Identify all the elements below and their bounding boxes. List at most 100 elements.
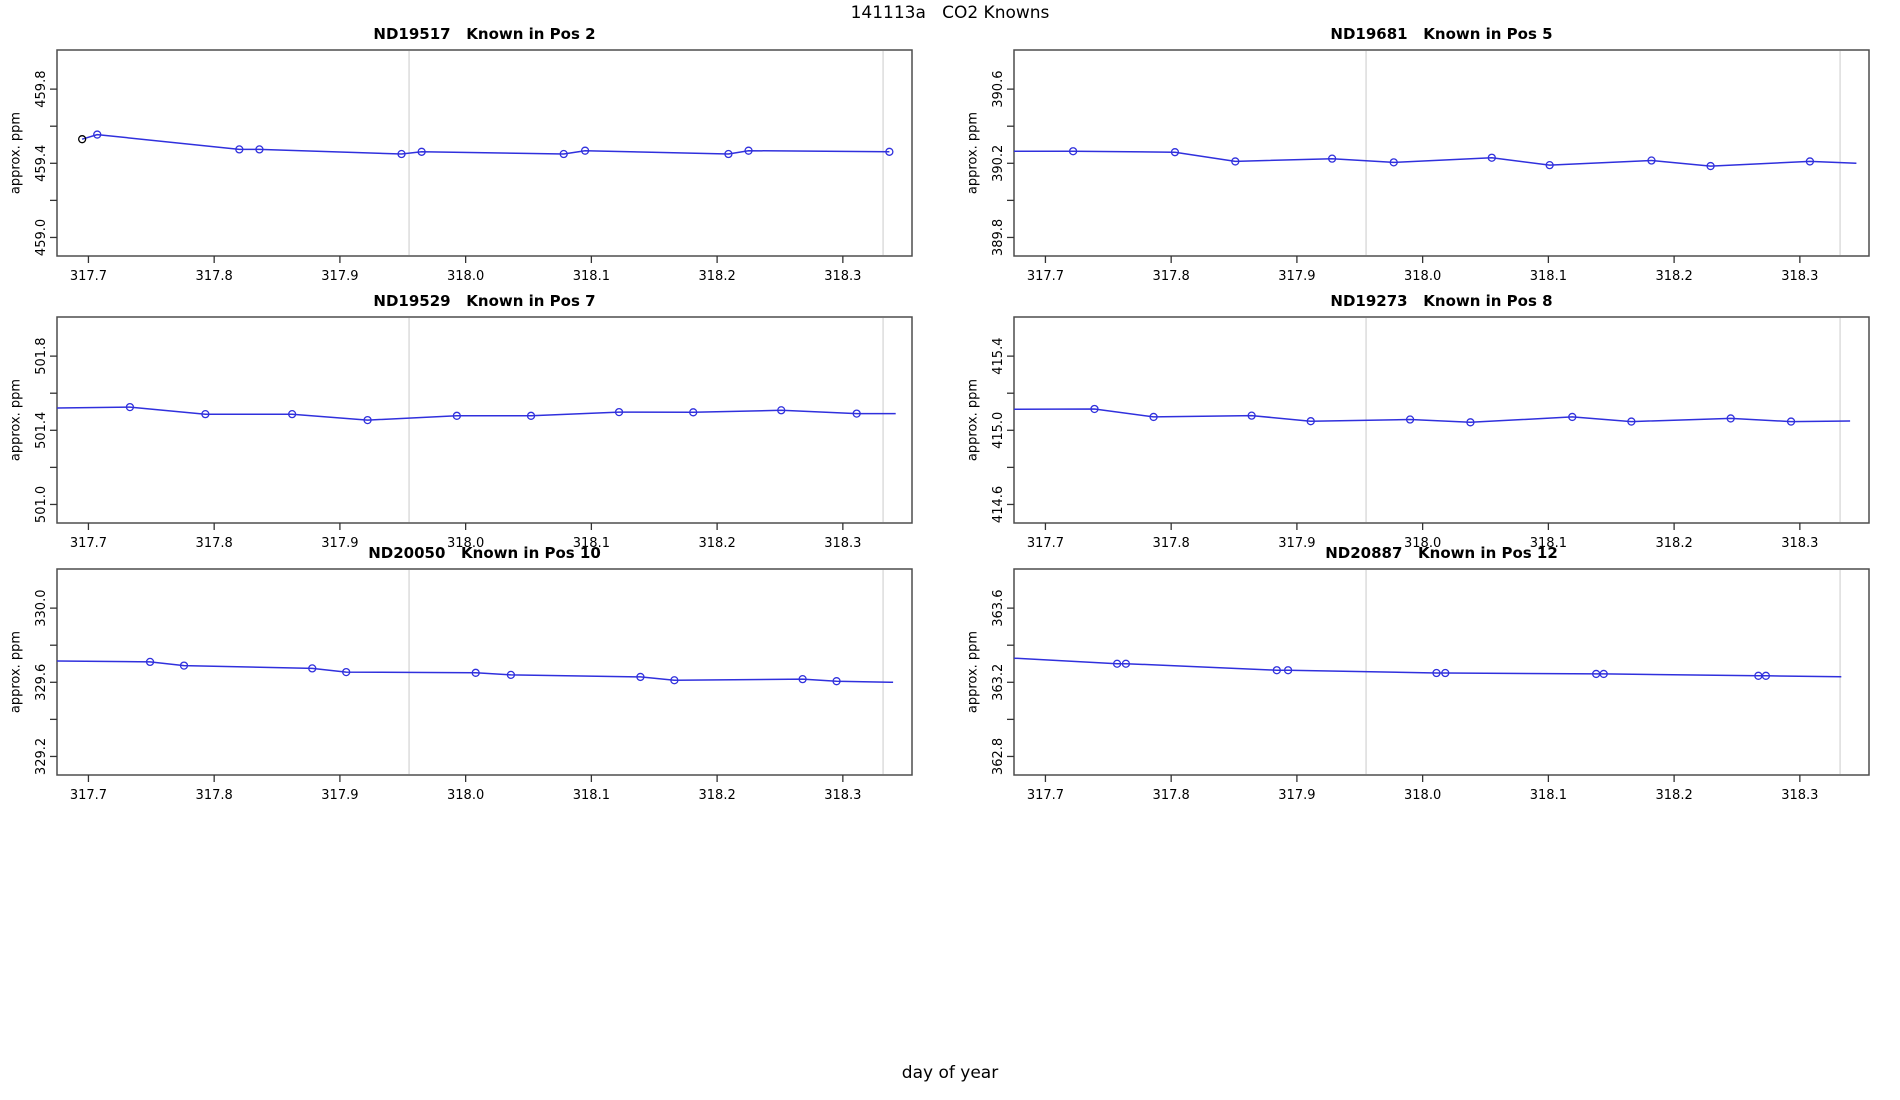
x-tick-label: 318.0 xyxy=(447,536,484,551)
figure-title: 141113a CO2 Knowns xyxy=(850,3,1050,23)
x-tick-label: 318.1 xyxy=(1530,788,1567,803)
y-tick-label: 329.2 xyxy=(34,738,49,775)
y-tick-label: 415.0 xyxy=(991,412,1006,449)
data-point xyxy=(235,145,244,154)
data-point xyxy=(1726,414,1735,423)
series-line xyxy=(56,406,896,421)
subplot-nd19681: ND19681 Known in Pos 5 approx. ppm 317.7… xyxy=(957,22,1879,307)
data-point xyxy=(559,149,568,159)
data-point xyxy=(798,674,807,684)
plot-area: 317.7 317.8 317.9 318.0 318.1 318.2 318.3 414.6… xyxy=(991,316,1870,551)
data-point xyxy=(1068,147,1078,156)
y-tick-label: 414.6 xyxy=(991,486,1006,523)
x-tick-label: 317.9 xyxy=(321,536,358,551)
series-line xyxy=(1013,408,1851,424)
data-point xyxy=(1306,417,1315,426)
x-tick-label: 317.9 xyxy=(1278,269,1315,284)
series-line xyxy=(1013,657,1842,678)
data-point xyxy=(1389,158,1398,167)
data-point xyxy=(452,411,461,420)
data-point xyxy=(1761,671,1771,680)
x-tick-label: 318.2 xyxy=(1656,269,1693,284)
data-point xyxy=(1231,157,1240,166)
x-tick-label: 318.0 xyxy=(447,269,484,284)
subplot-title: ND19517 Known in Pos 2 xyxy=(373,25,596,43)
data-point xyxy=(287,410,297,419)
plot-frame xyxy=(56,316,913,524)
x-tick-label: 318.0 xyxy=(1404,788,1441,803)
data-point xyxy=(308,664,317,673)
subplot-title: ND19681 Known in Pos 5 xyxy=(1330,25,1553,43)
data-point xyxy=(689,408,698,417)
subplot-nd19517: ND19517 Known in Pos 2 approx. ppm 317.7… xyxy=(0,22,922,307)
data-point xyxy=(342,667,351,677)
data-point xyxy=(1121,659,1131,668)
data-point xyxy=(1272,666,1281,675)
x-tick-label: 317.9 xyxy=(321,788,358,803)
plot-frame xyxy=(1013,568,1870,776)
x-tick-label: 317.7 xyxy=(1027,536,1064,551)
data-point xyxy=(1405,415,1415,424)
plot-area: 317.7 317.8 317.9 318.0 318.1 318.2 318.3 459.0… xyxy=(34,49,913,284)
x-tick-label: 318.1 xyxy=(573,536,610,551)
data-point xyxy=(363,415,372,425)
x-tick-label: 318.3 xyxy=(1781,536,1818,551)
subplot-nd19273: ND19273 Known in Pos 8 approx. ppm 317.7… xyxy=(957,289,1879,574)
x-tick-label: 317.7 xyxy=(1027,788,1064,803)
data-point xyxy=(832,677,841,686)
data-point xyxy=(614,407,624,417)
data-point xyxy=(417,147,426,156)
x-tick-label: 318.0 xyxy=(447,788,484,803)
data-point xyxy=(77,135,87,144)
x-tick-label: 318.2 xyxy=(699,788,736,803)
y-tick-label: 363.6 xyxy=(991,590,1006,627)
x-axis-title: day of year xyxy=(901,1063,999,1083)
data-point xyxy=(724,149,733,159)
data-point xyxy=(125,402,135,412)
x-tick-label: 317.8 xyxy=(196,536,233,551)
plot-frame xyxy=(1013,49,1870,257)
data-point xyxy=(1327,154,1337,163)
y-tick-label: 330.0 xyxy=(34,590,49,627)
subplot-nd20050: ND20050 Known in Pos 10 approx. ppm 317.… xyxy=(0,541,922,826)
x-tick-label: 317.7 xyxy=(1027,269,1064,284)
data-point xyxy=(201,410,210,419)
y-tick-label: 501.0 xyxy=(34,486,49,523)
subplot-title: ND20050 Known in Pos 10 xyxy=(368,544,601,562)
data-point xyxy=(744,146,753,155)
data-point xyxy=(145,657,155,667)
series-line xyxy=(56,660,894,684)
data-point xyxy=(1706,161,1715,171)
subplot-nd19529: ND19529 Known in Pos 7 approx. ppm 317.7… xyxy=(0,289,922,574)
x-tick-label: 317.8 xyxy=(196,269,233,284)
plot-frame xyxy=(56,49,913,257)
x-tick-label: 317.7 xyxy=(70,269,107,284)
plot-area: 317.7 317.8 317.9 318.0 318.1 318.2 318.3 389.8… xyxy=(991,49,1870,284)
x-tick-label: 318.1 xyxy=(573,788,610,803)
y-tick-label: 501.4 xyxy=(34,412,49,449)
y-tick-label: 389.8 xyxy=(991,219,1006,256)
data-point xyxy=(526,411,536,420)
data-point xyxy=(93,130,102,139)
x-tick-label: 318.2 xyxy=(699,269,736,284)
x-tick-label: 318.0 xyxy=(1404,269,1441,284)
x-tick-label: 318.3 xyxy=(824,536,861,551)
x-tick-label: 318.3 xyxy=(824,269,861,284)
y-tick-label: 459.4 xyxy=(34,145,49,182)
data-point xyxy=(1149,412,1158,422)
x-tick-label: 318.3 xyxy=(1781,788,1818,803)
x-tick-label: 318.1 xyxy=(1530,269,1567,284)
subplot-title: ND20887 Known in Pos 12 xyxy=(1325,544,1558,562)
x-tick-label: 317.9 xyxy=(321,269,358,284)
y-tick-label: 362.8 xyxy=(991,738,1006,775)
data-point xyxy=(1441,668,1450,678)
data-point xyxy=(1432,668,1441,678)
data-point xyxy=(471,668,480,677)
data-point xyxy=(636,672,645,682)
x-tick-label: 317.8 xyxy=(1153,788,1190,803)
data-point xyxy=(1247,411,1256,420)
x-tick-label: 318.3 xyxy=(824,788,861,803)
data-point xyxy=(1545,160,1554,170)
y-tick-label: 363.2 xyxy=(991,664,1006,701)
